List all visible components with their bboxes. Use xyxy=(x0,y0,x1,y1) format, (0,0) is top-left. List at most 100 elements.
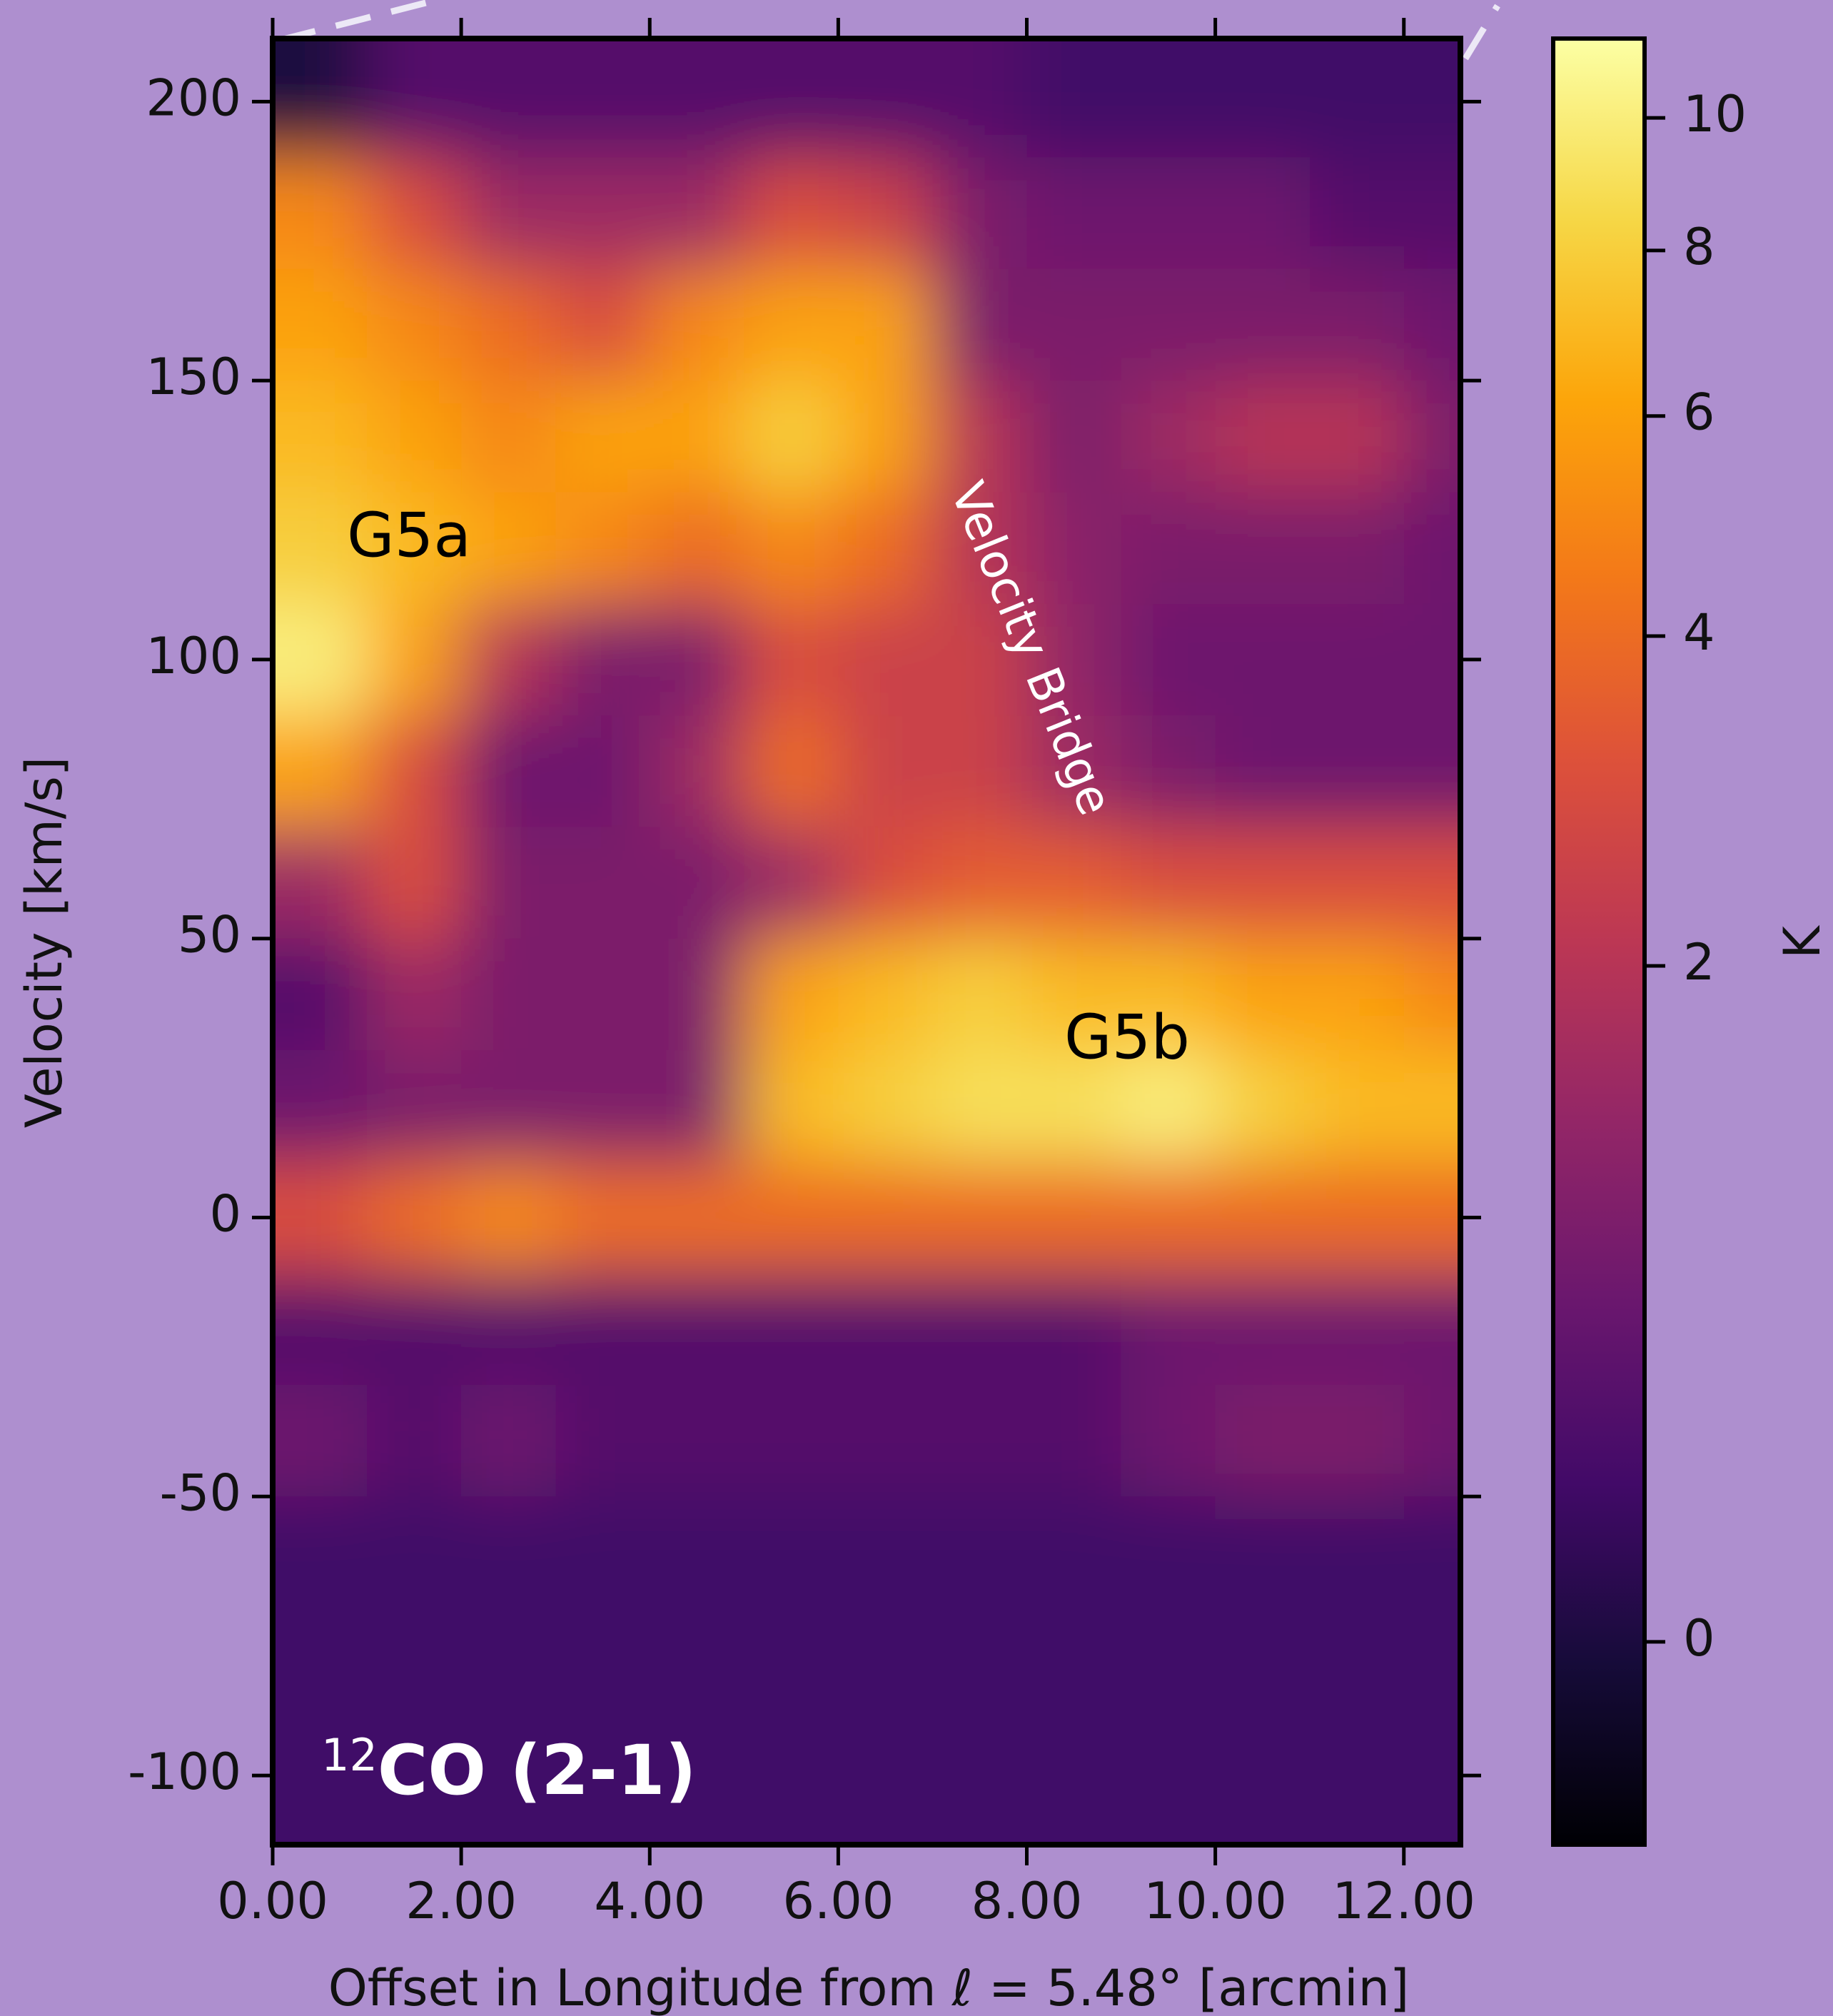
y-tick-label: 100 xyxy=(146,627,241,685)
heatmap-cell xyxy=(1215,827,1311,939)
heatmap-cell xyxy=(367,1496,463,1609)
heatmap-cell xyxy=(744,1496,839,1609)
heatmap-cell xyxy=(367,492,463,605)
heatmap-cell xyxy=(273,492,368,605)
tag-text: CO (2-1) xyxy=(378,1730,697,1810)
heatmap-cell xyxy=(1309,1273,1405,1386)
heatmap-cell xyxy=(367,1719,463,1845)
heatmap-cell xyxy=(367,715,463,828)
heatmap-cell xyxy=(1403,268,1460,382)
heatmap-cell xyxy=(1215,1719,1311,1845)
y-tick-label: 50 xyxy=(178,906,241,964)
heatmap-cell xyxy=(367,1608,463,1720)
heatmap-cell xyxy=(650,268,745,382)
heatmap-cell xyxy=(1309,603,1405,717)
heatmap-cell xyxy=(1403,1384,1460,1498)
heatmap-cell xyxy=(932,827,1028,939)
heatmap-cell xyxy=(1026,1496,1122,1609)
heatmap-cell xyxy=(1026,39,1122,158)
heatmap-cell xyxy=(650,1384,745,1498)
heatmap-cell xyxy=(1309,715,1405,828)
colorbar-tick-label: 10 xyxy=(1683,85,1747,143)
heatmap-cell xyxy=(838,1496,934,1609)
heatmap-cell xyxy=(650,603,745,717)
tag-superscript: 12 xyxy=(321,1729,378,1781)
heatmap-cell xyxy=(461,1273,557,1386)
heatmap-cell xyxy=(1026,1608,1122,1720)
heatmap-cell xyxy=(555,268,651,382)
heatmap-cell xyxy=(1215,603,1311,717)
axes: 0.00 2.00 4.00 6.00 8.00 10.00 12.00 -100 -50 0 50… xyxy=(128,18,1747,1930)
heatmap-cell xyxy=(1026,1273,1122,1386)
heatmap-cell xyxy=(1309,1050,1405,1163)
heatmap-cell xyxy=(461,268,557,382)
colorbar-tick-label: 2 xyxy=(1683,933,1715,992)
heatmap-cells xyxy=(273,39,1460,1845)
heatmap-cell xyxy=(555,827,651,939)
colorbar-tick-label: 6 xyxy=(1683,383,1715,442)
heatmap-cell xyxy=(461,492,557,605)
y-tick-label: -100 xyxy=(128,1743,241,1801)
heatmap-cell xyxy=(1121,380,1216,493)
heatmap-cell xyxy=(650,938,745,1052)
heatmap-cell xyxy=(1309,268,1405,382)
heatmap-cell xyxy=(1309,157,1405,270)
heatmap-cell xyxy=(555,1719,651,1845)
heatmap-cell xyxy=(1215,715,1311,828)
heatmap-cell xyxy=(273,603,368,717)
heatmap-cell xyxy=(932,938,1028,1052)
heatmap-cell xyxy=(1309,1384,1405,1498)
heatmap-cell xyxy=(650,1161,745,1274)
heatmap-cell xyxy=(932,380,1028,493)
heatmap-cell xyxy=(555,492,651,605)
heatmap-cell xyxy=(273,157,368,270)
heatmap-cell xyxy=(1403,1719,1460,1845)
heatmap-cell xyxy=(1309,1496,1405,1609)
heatmap-cell xyxy=(273,268,368,382)
heatmap-cell xyxy=(932,268,1028,382)
x-tick-label: 12.00 xyxy=(1333,1872,1475,1930)
heatmap-cell xyxy=(744,39,839,158)
heatmap-cell xyxy=(555,1273,651,1386)
heatmap-cell xyxy=(555,715,651,828)
heatmap-cell xyxy=(838,492,934,605)
heatmap-cell xyxy=(744,1384,839,1498)
heatmap-cell xyxy=(744,1161,839,1274)
heatmap-cell xyxy=(932,1719,1028,1845)
colorbar-tick-label: 4 xyxy=(1683,603,1715,662)
x-tick-label: 10.00 xyxy=(1143,1872,1286,1930)
heatmap-cell xyxy=(273,1608,368,1720)
heatmap-cell xyxy=(1403,603,1460,717)
decor-dash xyxy=(279,0,438,44)
heatmap-cell xyxy=(744,380,839,493)
heatmap-cell xyxy=(744,492,839,605)
colorbar-label: K xyxy=(1773,924,1832,959)
heatmap-cell xyxy=(555,1384,651,1498)
heatmap-cell xyxy=(838,1608,934,1720)
colorbar-tick-label: 0 xyxy=(1683,1609,1715,1668)
heatmap-cell xyxy=(932,1496,1028,1609)
heatmap-cell xyxy=(744,157,839,270)
heatmap-cell xyxy=(1309,1608,1405,1720)
heatmap-cell xyxy=(273,1496,368,1609)
heatmap-cell xyxy=(461,603,557,717)
heatmap-cell xyxy=(273,1050,368,1163)
heatmap-cell xyxy=(1121,39,1216,158)
heatmap-cell xyxy=(1309,1719,1405,1845)
heatmap-cell xyxy=(1121,268,1216,382)
heatmap-cell xyxy=(461,39,557,158)
heatmap-cell xyxy=(555,1608,651,1720)
heatmap-cell xyxy=(273,380,368,493)
heatmap-cell xyxy=(838,1050,934,1163)
heatmap-cell xyxy=(1215,1608,1311,1720)
heatmap-cell xyxy=(650,1050,745,1163)
heatmap-cell xyxy=(461,827,557,939)
heatmap-cell xyxy=(1215,157,1311,270)
heatmap-cell xyxy=(367,1273,463,1386)
heatmap-cell xyxy=(932,492,1028,605)
heatmap-cell xyxy=(932,1608,1028,1720)
heatmap-cell xyxy=(461,1384,557,1498)
heatmap-cell xyxy=(838,380,934,493)
heatmap-cell xyxy=(1215,380,1311,493)
